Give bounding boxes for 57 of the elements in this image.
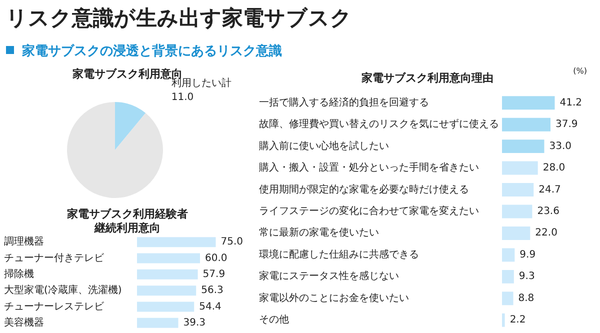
y-tick-label: 家電以外のことにお金を使いたい: [259, 292, 409, 304]
data-label: 11.0: [171, 92, 194, 104]
y-tick-label: 常に最新の家電を使いたい: [259, 226, 379, 239]
y-tick-label: 一括で購入する経済的負担を回避する: [259, 96, 429, 108]
data-label: 57.9: [202, 268, 226, 280]
data-label: 22.0: [535, 228, 558, 239]
data-label: 24.7: [538, 184, 561, 196]
data-label: 9.9: [520, 249, 536, 260]
bar: [502, 96, 555, 110]
data-label: 28.0: [542, 162, 566, 174]
bar: [502, 161, 538, 175]
data-label: 60.0: [205, 252, 228, 264]
data-label: 54.4: [199, 301, 222, 312]
data-label: 41.2: [560, 97, 582, 108]
y-tick-label: チューナーレステレビ: [4, 301, 105, 312]
text: 家電サブスクの浸透と背景にあるリスク意識: [21, 42, 282, 60]
data-label: 33.0: [549, 140, 572, 152]
y-tick-label: その他: [259, 314, 289, 326]
bar: [137, 237, 216, 248]
bar: [502, 248, 515, 262]
y-tick-label: 掃除機: [4, 268, 34, 280]
bar: [502, 204, 532, 218]
bar: [502, 226, 530, 240]
data-label: 37.9: [556, 119, 578, 130]
chart-title: 家電サブスク利用意向理由: [360, 72, 494, 84]
y-tick-label: 家電にステータス性を感じない: [259, 270, 399, 282]
bar: [137, 286, 196, 296]
bar: [137, 253, 200, 264]
bar: [502, 292, 514, 306]
y-tick-label: 美容機器: [4, 316, 44, 328]
text: リスク意識が生み出す家電サブスク: [6, 5, 352, 32]
data-label: 56.3: [201, 285, 224, 296]
data-label: 23.6: [537, 206, 560, 217]
y-tick-label: チューナー付きテレビ: [4, 252, 105, 264]
bar: [502, 140, 544, 154]
data-label: 9.3: [518, 271, 535, 282]
bar: [502, 118, 551, 132]
y-tick-label: 環境に配慮した仕組みに共感できる: [259, 248, 419, 260]
data-label: 8.8: [518, 292, 534, 304]
y-tick-label: 購入・搬入・設置・処分といった手間を省きたい: [259, 162, 479, 174]
y-tick-label: 大型家電(冷蔵庫、洗濯機): [4, 284, 122, 296]
data-label: 75.0: [220, 236, 244, 248]
data-label: 39.3: [183, 317, 206, 328]
bar: [502, 270, 514, 284]
bar: [137, 302, 194, 312]
bar: [502, 313, 505, 327]
y-tick-label: 購入前に使い心地を試したい: [259, 140, 389, 152]
y-tick-label: 調理機器: [4, 236, 44, 248]
y-tick-label: 故障、修理費や買い替えのリスクを気にせずに使える: [259, 118, 499, 130]
text: (%): [573, 66, 587, 76]
bar: [137, 318, 178, 328]
bar: [137, 269, 198, 280]
y-tick-label: ライフステージの変化に合わせて家電を変えたい: [259, 205, 479, 217]
data-label: 2.2: [510, 314, 526, 326]
y-tick-label: 使用期間が限定的な家電を必要な時だけ使える: [259, 183, 469, 196]
bar: [502, 183, 534, 197]
chart-title: 家電サブスク利用経験者継続利用意向: [66, 208, 188, 234]
